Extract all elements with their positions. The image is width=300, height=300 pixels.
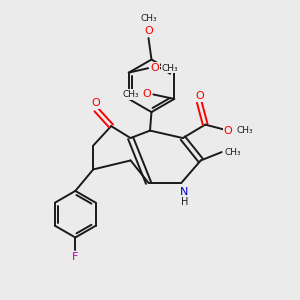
Text: CH₃: CH₃ xyxy=(225,148,241,157)
Text: H: H xyxy=(181,197,188,207)
Text: F: F xyxy=(72,252,79,262)
Text: O: O xyxy=(91,98,100,108)
Text: O: O xyxy=(142,89,151,100)
Text: CH₃: CH₃ xyxy=(162,64,178,73)
Text: N: N xyxy=(180,188,188,197)
Text: O: O xyxy=(150,63,159,73)
Text: O: O xyxy=(224,126,233,136)
Text: CH₃: CH₃ xyxy=(140,14,157,22)
Text: O: O xyxy=(144,26,153,37)
Text: CH₃: CH₃ xyxy=(123,90,140,99)
Text: CH₃: CH₃ xyxy=(237,126,253,135)
Text: O: O xyxy=(196,91,204,101)
